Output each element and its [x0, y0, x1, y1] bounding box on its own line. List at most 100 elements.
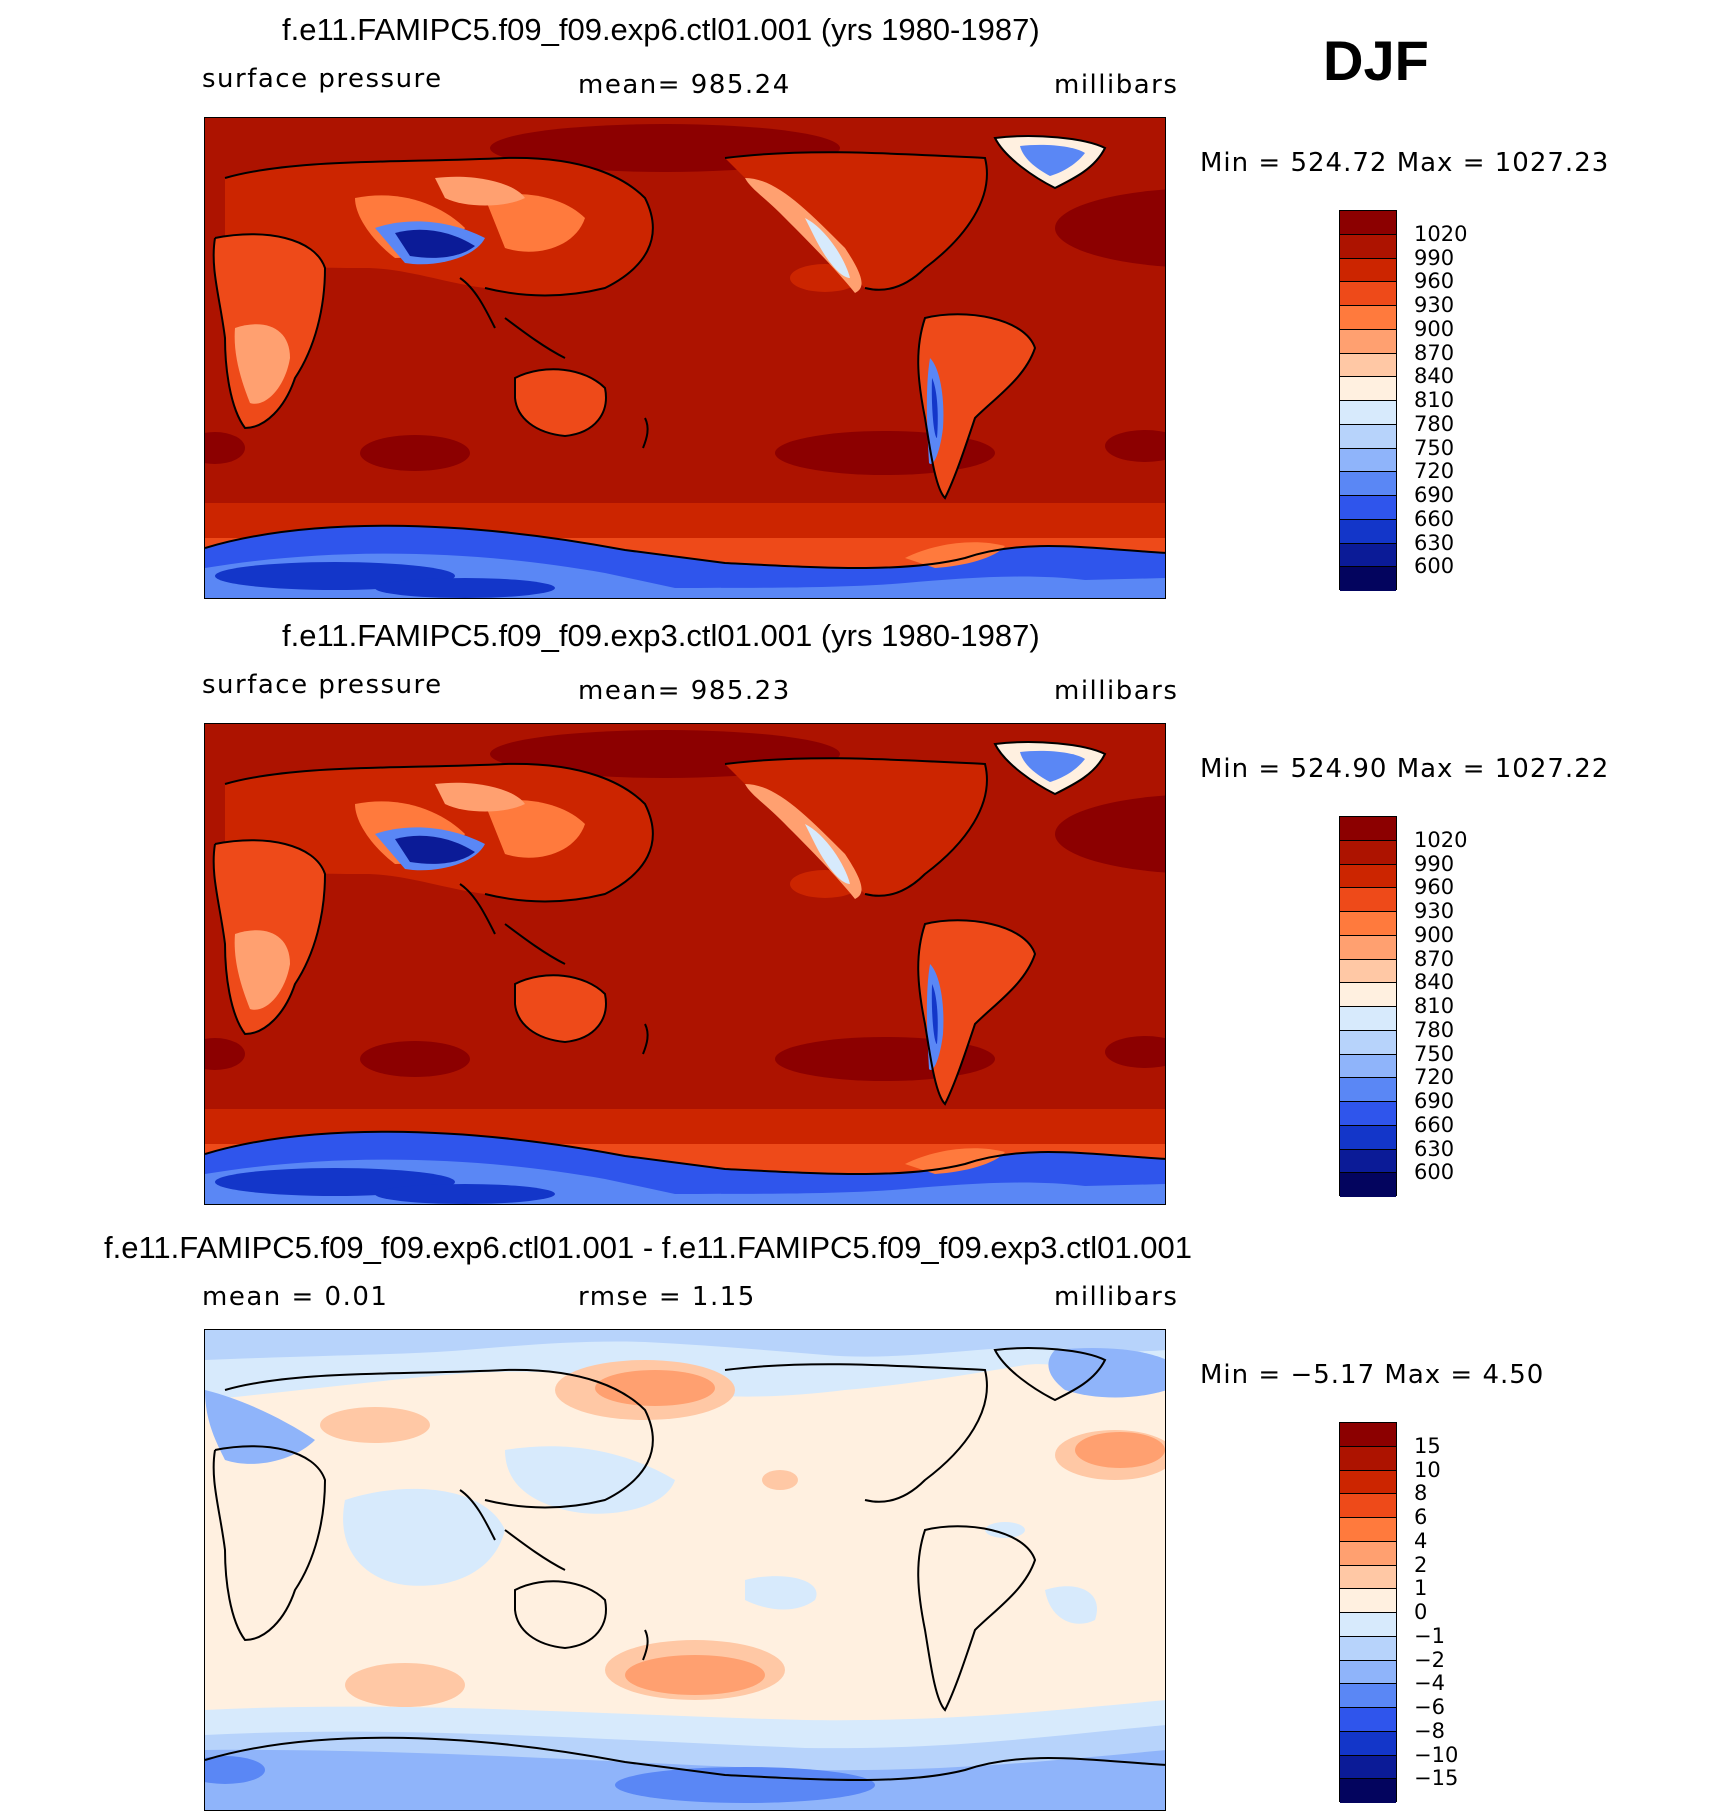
colorbar-tick-label: 720	[1414, 1065, 1455, 1090]
colorbar-swatch	[1340, 1030, 1396, 1055]
colorbar-swatch	[1340, 329, 1396, 354]
colorbar-swatch	[1340, 1684, 1396, 1708]
season-label: DJF	[1323, 29, 1429, 92]
colorbar-tick-label: 810	[1414, 388, 1455, 412]
colorbar-tick-label: 960	[1414, 875, 1455, 900]
colorbar-swatch	[1340, 472, 1396, 496]
colorbar-tick-label: 900	[1414, 922, 1455, 947]
colorbar-tick-label: 870	[1414, 946, 1455, 971]
colorbar-tick-label: 630	[1414, 530, 1455, 555]
panel3-minmax: Min = −5.17 Max = 4.50	[1200, 1360, 1545, 1390]
colorbar-tick-label: 8	[1414, 1481, 1428, 1506]
colorbar-swatch	[1340, 1125, 1396, 1150]
colorbar-swatch	[1340, 912, 1396, 936]
colorbar-swatch	[1340, 211, 1396, 235]
colorbar-swatch	[1340, 543, 1396, 568]
colorbar-swatch	[1340, 864, 1396, 889]
colorbar-swatch	[1340, 424, 1396, 449]
colorbar-tick-label: −2	[1414, 1647, 1445, 1672]
colorbar-swatch	[1340, 1541, 1396, 1566]
colorbar-tick-label: −4	[1414, 1671, 1445, 1696]
panel2-minmax: Min = 524.90 Max = 1027.22	[1200, 754, 1610, 784]
panel3-colorbar	[1339, 1422, 1397, 1803]
colorbar-tick-label: 630	[1414, 1136, 1455, 1161]
colorbar-tick-label: 990	[1414, 851, 1455, 876]
colorbar-swatch	[1340, 1423, 1396, 1447]
colorbar-tick-label: 900	[1414, 316, 1455, 341]
panel1-map	[204, 117, 1166, 599]
colorbar-swatch	[1340, 1494, 1396, 1518]
colorbar-tick-label: 780	[1414, 1017, 1455, 1042]
colorbar-tick-label: 15	[1414, 1433, 1441, 1458]
colorbar-tick-label: 0	[1414, 1600, 1428, 1624]
colorbar-swatch	[1340, 888, 1396, 912]
colorbar-swatch	[1340, 1636, 1396, 1661]
colorbar-swatch	[1340, 353, 1396, 378]
colorbar-tick-label: −10	[1414, 1742, 1459, 1767]
colorbar-swatch	[1340, 959, 1396, 984]
colorbar-swatch	[1340, 1565, 1396, 1590]
panel2-variable: surface pressure	[202, 670, 443, 700]
colorbar-swatch	[1340, 282, 1396, 306]
panel2-map	[204, 723, 1166, 1205]
panel3-title: f.e11.FAMIPC5.f09_f09.exp6.ctl01.001 - f…	[104, 1230, 1192, 1265]
colorbar-tick-label: 990	[1414, 245, 1455, 270]
colorbar-swatch	[1340, 1149, 1396, 1174]
colorbar-tick-label: 720	[1414, 459, 1455, 484]
colorbar-tick-label: 1	[1414, 1576, 1428, 1601]
colorbar-swatch	[1340, 496, 1396, 520]
panel2-colorbar	[1339, 816, 1397, 1197]
colorbar-tick-label: 960	[1414, 269, 1455, 294]
panel1-variable: surface pressure	[202, 64, 443, 94]
colorbar-tick-label: 1020	[1414, 827, 1468, 852]
colorbar-tick-label: 870	[1414, 340, 1455, 365]
colorbar-tick-label: 660	[1414, 1112, 1455, 1137]
panel3-rmse: rmse = 1.15	[578, 1282, 756, 1312]
colorbar-swatch	[1340, 1470, 1396, 1495]
colorbar-tick-label: 660	[1414, 506, 1455, 531]
colorbar-tick-label: 2	[1414, 1552, 1428, 1577]
colorbar-tick-label: 690	[1414, 1089, 1455, 1113]
colorbar-swatch	[1340, 1446, 1396, 1471]
colorbar-tick-label: 810	[1414, 994, 1455, 1018]
panel3-map	[204, 1329, 1166, 1811]
colorbar-tick-label: 750	[1414, 435, 1455, 460]
panel2-title: f.e11.FAMIPC5.f09_f09.exp3.ctl01.001 (yr…	[282, 618, 1040, 653]
panel1-units: millibars	[1054, 70, 1179, 100]
colorbar-swatch	[1340, 519, 1396, 544]
colorbar-tick-label: 840	[1414, 364, 1455, 389]
colorbar-tick-label: 780	[1414, 411, 1455, 436]
colorbar-tick-label: 600	[1414, 1160, 1455, 1185]
colorbar-swatch	[1340, 1708, 1396, 1732]
panel2-mean: mean= 985.23	[578, 676, 791, 706]
colorbar-tick-label: 600	[1414, 554, 1455, 579]
panel1-title: f.e11.FAMIPC5.f09_f09.exp6.ctl01.001 (yr…	[282, 12, 1040, 47]
panel2-units: millibars	[1054, 676, 1179, 706]
colorbar-swatch	[1340, 234, 1396, 259]
colorbar-swatch	[1340, 258, 1396, 283]
panel1-mean: mean= 985.24	[578, 70, 791, 100]
colorbar-swatch	[1340, 840, 1396, 865]
colorbar-swatch	[1340, 1660, 1396, 1685]
colorbar-swatch	[1340, 401, 1396, 425]
colorbar-tick-label: 10	[1414, 1457, 1441, 1482]
colorbar-tick-label: 840	[1414, 970, 1455, 995]
colorbar-tick-label: 1020	[1414, 221, 1468, 246]
colorbar-swatch	[1340, 1173, 1396, 1197]
colorbar-tick-label: 6	[1414, 1505, 1428, 1529]
colorbar-swatch	[1340, 983, 1396, 1007]
colorbar-swatch	[1340, 1613, 1396, 1637]
panel1-minmax: Min = 524.72 Max = 1027.23	[1200, 148, 1610, 178]
colorbar-tick-label: −8	[1414, 1718, 1445, 1743]
colorbar-tick-label: 4	[1414, 1528, 1428, 1553]
colorbar-swatch	[1340, 1779, 1396, 1803]
colorbar-tick-label: 750	[1414, 1041, 1455, 1066]
colorbar-swatch	[1340, 1102, 1396, 1126]
colorbar-swatch	[1340, 377, 1396, 401]
colorbar-tick-label: −1	[1414, 1623, 1445, 1648]
colorbar-swatch	[1340, 306, 1396, 330]
colorbar-swatch	[1340, 1589, 1396, 1613]
colorbar-swatch	[1340, 1731, 1396, 1756]
colorbar-swatch	[1340, 1054, 1396, 1079]
colorbar-swatch	[1340, 1755, 1396, 1780]
